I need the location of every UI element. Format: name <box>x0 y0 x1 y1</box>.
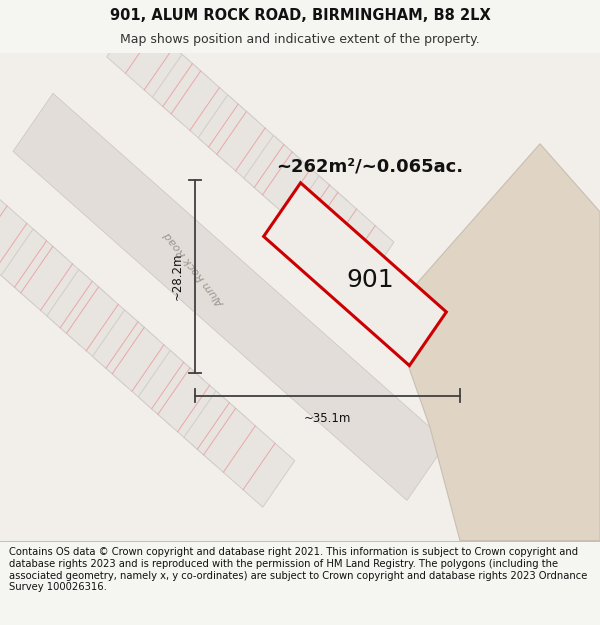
Text: Alum Rock Road: Alum Rock Road <box>163 229 227 308</box>
Polygon shape <box>1 229 112 345</box>
Polygon shape <box>410 311 514 420</box>
Text: 901: 901 <box>346 268 394 292</box>
Text: 901, ALUM ROCK ROAD, BIRMINGHAM, B8 2LX: 901, ALUM ROCK ROAD, BIRMINGHAM, B8 2LX <box>110 8 490 23</box>
Polygon shape <box>13 93 447 501</box>
Text: ~28.2m: ~28.2m <box>170 253 184 300</box>
Text: Contains OS data © Crown copyright and database right 2021. This information is : Contains OS data © Crown copyright and d… <box>9 548 587 592</box>
Text: ~35.1m: ~35.1m <box>304 412 351 424</box>
Text: Map shows position and indicative extent of the property.: Map shows position and indicative extent… <box>120 33 480 46</box>
Polygon shape <box>92 310 203 426</box>
Polygon shape <box>184 391 295 507</box>
Polygon shape <box>198 95 302 204</box>
Polygon shape <box>0 189 66 305</box>
Polygon shape <box>138 351 249 467</box>
Polygon shape <box>390 144 600 541</box>
Polygon shape <box>47 269 158 386</box>
Polygon shape <box>263 183 446 366</box>
Polygon shape <box>315 228 419 336</box>
Polygon shape <box>244 136 348 244</box>
Text: ~262m²/~0.065ac.: ~262m²/~0.065ac. <box>277 158 464 176</box>
Polygon shape <box>290 176 394 285</box>
Polygon shape <box>152 54 257 164</box>
Polygon shape <box>107 14 211 123</box>
Polygon shape <box>362 269 467 378</box>
